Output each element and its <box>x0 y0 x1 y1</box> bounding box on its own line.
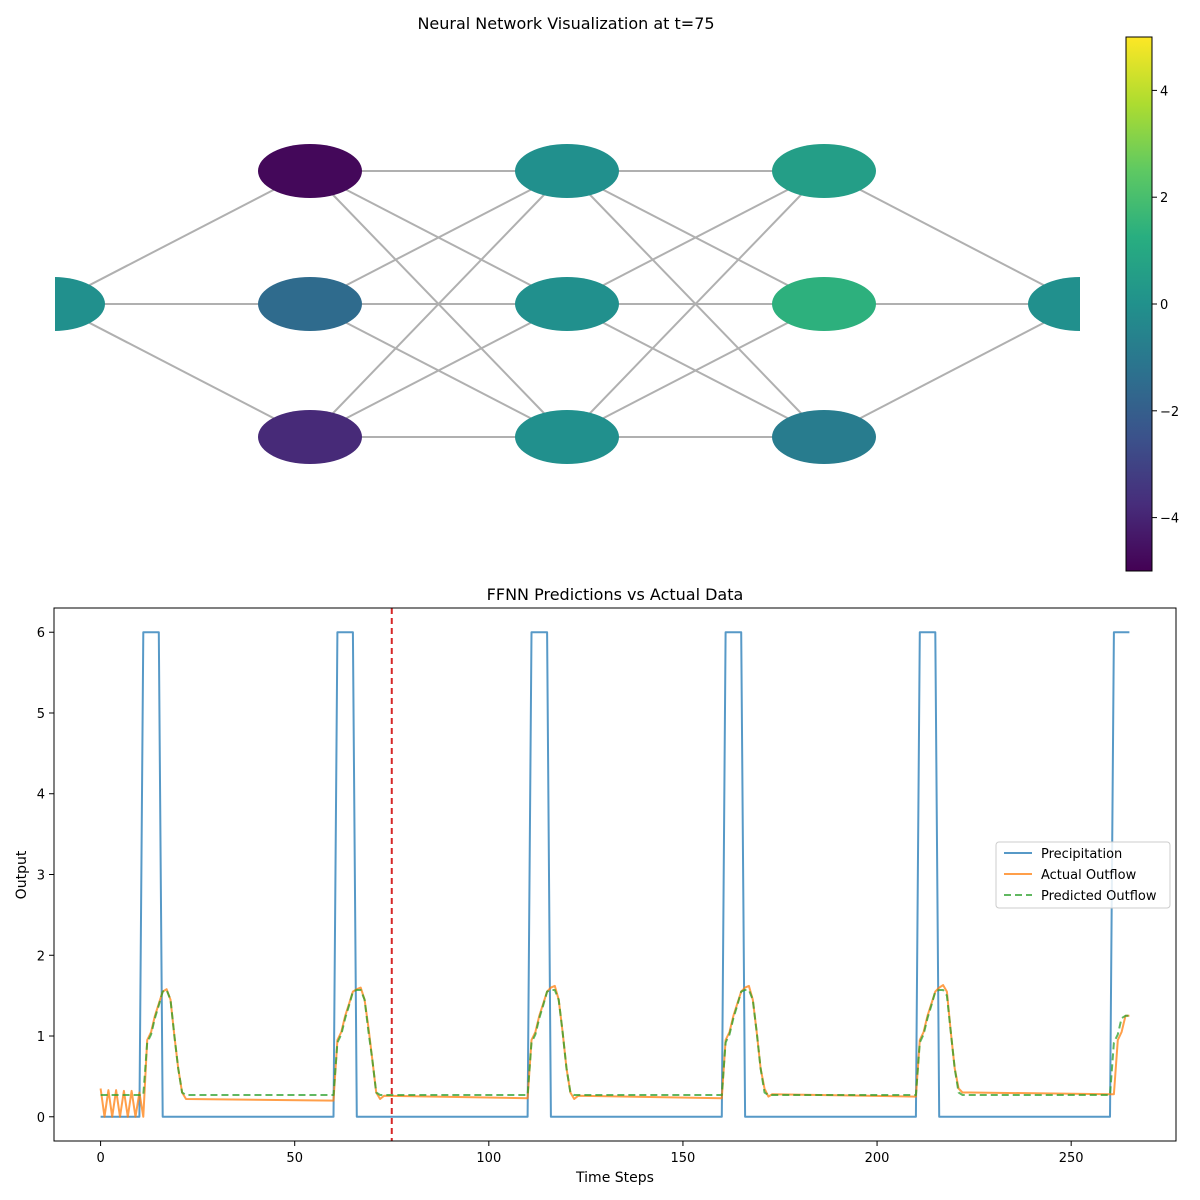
legend: Precipitation Actual Outflow Predicted Out… <box>995 841 1171 909</box>
x-axis-ticks: 0 50 100 150 200 250 <box>96 1141 1084 1166</box>
y-axis-ticks: 0 1 2 3 4 5 6 <box>37 626 54 1126</box>
network-edge-l1-1-0 <box>309 170 568 305</box>
y-tick-label: 5 <box>37 707 45 722</box>
colorbar-tick-label: −4 <box>1160 512 1179 527</box>
y-tick-label: 4 <box>37 788 45 803</box>
legend-label-2: Predicted Outflow <box>1041 889 1157 904</box>
x-tick-label: 100 <box>476 1151 501 1166</box>
legend-label-1: Actual Outflow <box>1041 868 1137 883</box>
network-edge-l2-2-1 <box>566 303 825 438</box>
network-edge-l0-0-2 <box>55 303 311 438</box>
y-tick-label: 0 <box>37 1111 45 1126</box>
line-chart-title: FFNN Predictions vs Actual Data <box>487 585 744 604</box>
y-tick-label: 6 <box>37 626 45 641</box>
network-node-l0-n0 <box>55 277 105 331</box>
legend-entries: Precipitation Actual Outflow Predicted Out… <box>1004 847 1157 904</box>
network-edge-l3-2-0 <box>823 303 1080 438</box>
network-node-l4-n0 <box>1028 277 1080 331</box>
y-tick-label: 3 <box>37 869 45 884</box>
plot-area <box>54 608 1176 1141</box>
x-axis-label: Time Steps <box>575 1170 654 1186</box>
network-edge-l1-2-1 <box>309 303 568 438</box>
network-edge-l2-2-0 <box>566 170 825 438</box>
network-title: Neural Network Visualization at t=75 <box>417 14 714 33</box>
legend-label-0: Precipitation <box>1041 847 1122 862</box>
network-node-l2-n0 <box>515 144 619 198</box>
network-node-l1-n0 <box>258 144 362 198</box>
colorbar-tick-label: 0 <box>1160 298 1168 313</box>
series-line-2 <box>100 989 1130 1096</box>
network-edge-l1-2-0 <box>309 170 568 438</box>
x-tick-label: 0 <box>96 1151 104 1166</box>
network-node-l2-n1 <box>515 277 619 331</box>
colorbar-gradient <box>1125 36 1153 572</box>
colorbar-ticks: −4 −2 0 2 4 <box>1152 84 1179 527</box>
series-line-0 <box>100 631 1130 1118</box>
network-node-l2-n2 <box>515 410 619 464</box>
colorbar-tick-label: 4 <box>1160 84 1168 99</box>
network-node-l3-n1 <box>772 277 876 331</box>
colorbar-tick-label: −2 <box>1160 405 1179 420</box>
network-edge-l0-0-0 <box>55 170 311 305</box>
network-node-l1-n1 <box>258 277 362 331</box>
y-axis-label: Output <box>14 850 30 899</box>
x-tick-label: 250 <box>1059 1151 1084 1166</box>
network-node-l1-n2 <box>258 410 362 464</box>
y-tick-label: 2 <box>37 949 45 964</box>
legend-box <box>995 841 1171 909</box>
x-tick-label: 200 <box>865 1151 890 1166</box>
network-edge-l2-1-0 <box>566 170 825 305</box>
y-tick-label: 1 <box>37 1030 45 1045</box>
network-node-l3-n2 <box>772 410 876 464</box>
network-panel <box>55 144 1080 464</box>
x-tick-label: 50 <box>286 1151 303 1166</box>
series-lines <box>99 631 1130 1118</box>
colorbar-tick-label: 2 <box>1160 191 1168 206</box>
x-tick-label: 150 <box>671 1151 696 1166</box>
network-edge-l3-0-0 <box>823 170 1080 305</box>
colorbar: −4 −2 0 2 4 <box>1125 36 1179 572</box>
network-node-l3-n0 <box>772 144 876 198</box>
network-nodes <box>55 144 1080 464</box>
